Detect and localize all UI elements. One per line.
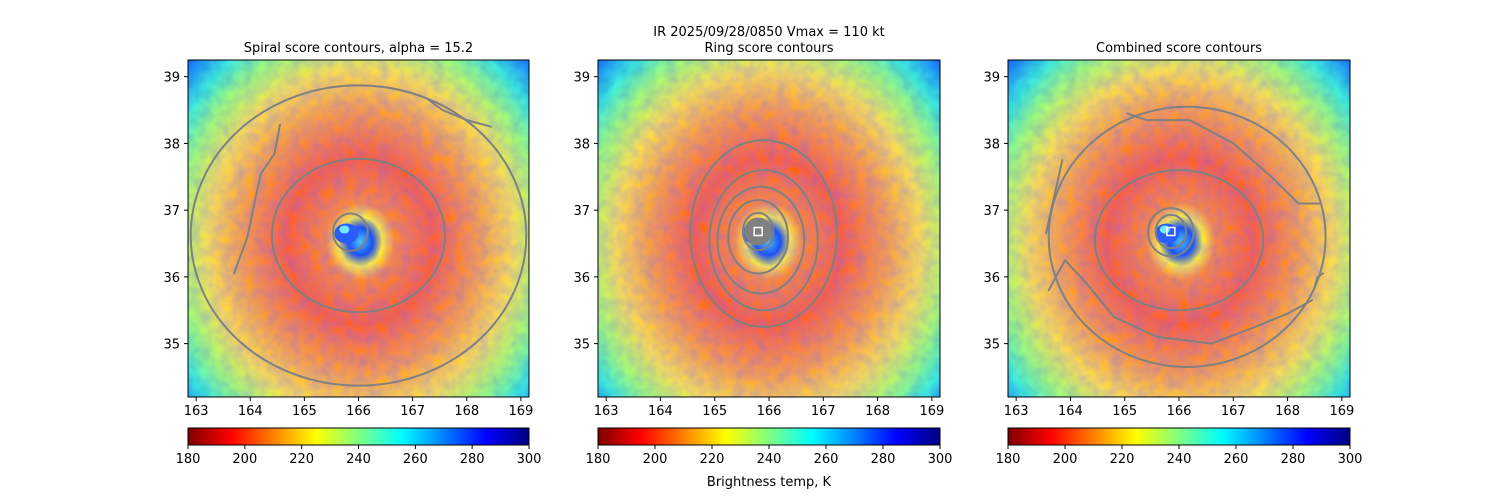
y-tick-label: 37: [573, 204, 590, 219]
x-tick-label: 164: [648, 404, 673, 419]
contour-line: [727, 199, 790, 275]
x-tick-label: 164: [238, 404, 263, 419]
colorbar-tick-label: 280: [871, 452, 896, 467]
contour-line: [708, 169, 819, 312]
contour-line: [741, 211, 775, 252]
x-tick-label: 167: [1221, 404, 1246, 419]
colorbar-tick-label: 240: [757, 452, 782, 467]
heatmap-image: [188, 60, 529, 397]
x-tick-label: 168: [454, 404, 479, 419]
colorbar-tick-label: 180: [586, 452, 611, 467]
y-tick-label: 39: [983, 71, 1000, 86]
panel-spiral-score: Spiral score contours, alpha = 15.2 163 1…: [163, 41, 542, 467]
colorbar-tick-label: 300: [928, 452, 953, 467]
contour-line: [233, 123, 281, 275]
y-tick-label: 35: [983, 338, 1000, 353]
colorbar-tick-label: 220: [700, 452, 725, 467]
y-tick-label: 37: [163, 204, 180, 219]
colorbar-tick-label: 220: [289, 452, 314, 467]
y-tick-label: 38: [983, 137, 1000, 152]
figure-suptitle: IR 2025/09/28/0850 Vmax = 110 kt: [653, 25, 884, 40]
panel-ring-score: Ring score contours 163 164 165 166 167 168 16…: [573, 41, 953, 467]
y-tick-label: 39: [573, 71, 590, 86]
y-tick-label: 36: [573, 271, 590, 286]
x-tick-label: 167: [811, 404, 836, 419]
y-tick-label: 36: [163, 271, 180, 286]
contour-line: [1126, 112, 1322, 205]
colorbar-tick-label: 200: [232, 452, 257, 467]
x-tick-label: 168: [865, 404, 890, 419]
colorbar-tick-label: 300: [1338, 452, 1363, 467]
contour-line: [332, 212, 369, 252]
panel-title: Combined score contours: [1096, 41, 1262, 56]
colorbar: [1007, 427, 1351, 446]
storm-cloud-field: [188, 60, 529, 397]
x-tick-label: 164: [1058, 404, 1083, 419]
colorbar-tick-label: 240: [346, 452, 371, 467]
colorbar-tick-label: 240: [1167, 452, 1192, 467]
center-marker: [753, 226, 763, 237]
storm-eye-core: [1159, 225, 1170, 234]
panel-title: Spiral score contours, alpha = 15.2: [244, 41, 473, 56]
contour-line: [270, 157, 447, 314]
colorbar-label: Brightness temp, K: [707, 475, 832, 490]
colorbar-tick-label: 220: [1110, 452, 1135, 467]
x-tick-label: 167: [400, 404, 425, 419]
center-marker: [1166, 226, 1176, 237]
y-tick-label: 38: [573, 137, 590, 152]
x-tick-label: 165: [1112, 404, 1137, 419]
y-tick-label: 35: [573, 338, 590, 353]
contour-line: [689, 139, 838, 328]
contour-line: [1154, 213, 1188, 250]
y-tick-label: 39: [163, 71, 180, 86]
colorbar-tick-label: 200: [643, 452, 668, 467]
storm-cloud-field: [1008, 60, 1350, 397]
x-tick-label: 168: [1275, 404, 1300, 419]
x-tick-label: 169: [919, 404, 944, 419]
y-tick-label: 38: [163, 137, 180, 152]
colorbar-tick-label: 260: [814, 452, 839, 467]
colorbar: [187, 427, 530, 446]
x-tick-label: 165: [702, 404, 727, 419]
colorbar-tick-label: 180: [176, 452, 201, 467]
contour-fill: [744, 217, 773, 246]
contour-line: [716, 185, 806, 295]
colorbar-tick-label: 200: [1053, 452, 1078, 467]
panel-combined-score: Combined score contours 163 164 165 166 167 1…: [983, 41, 1363, 467]
contour-line: [1147, 207, 1195, 258]
x-tick-label: 163: [184, 404, 209, 419]
contour-line: [427, 99, 493, 128]
heatmap-image: [1008, 60, 1350, 397]
y-tick-label: 36: [983, 271, 1000, 286]
contour-line: [1045, 159, 1064, 235]
colorbar-tick-label: 180: [996, 452, 1021, 467]
storm-eye-core: [339, 225, 350, 234]
contour-line: [1093, 169, 1265, 312]
x-tick-label: 169: [1329, 404, 1354, 419]
contour-line: [1313, 272, 1324, 288]
colorbar: [597, 427, 941, 446]
contour-line: [1047, 105, 1327, 368]
storm-cloud-field: [598, 60, 940, 397]
colorbar-tick-label: 280: [1281, 452, 1306, 467]
panel-title: Ring score contours: [704, 41, 833, 56]
colorbar-tick-label: 300: [517, 452, 542, 467]
colorbar-tick-label: 260: [403, 452, 428, 467]
x-tick-label: 166: [346, 404, 371, 419]
y-tick-label: 35: [163, 338, 180, 353]
x-tick-label: 165: [292, 404, 317, 419]
heatmap-image: [598, 60, 940, 397]
x-tick-label: 169: [508, 404, 533, 419]
y-tick-label: 37: [983, 204, 1000, 219]
x-tick-label: 166: [757, 404, 782, 419]
x-tick-label: 166: [1167, 404, 1192, 419]
contour-line: [1047, 259, 1313, 345]
colorbar-tick-label: 280: [460, 452, 485, 467]
contour-line: [189, 84, 528, 387]
x-tick-label: 163: [1004, 404, 1029, 419]
colorbar-tick-label: 260: [1224, 452, 1249, 467]
x-tick-label: 163: [594, 404, 619, 419]
